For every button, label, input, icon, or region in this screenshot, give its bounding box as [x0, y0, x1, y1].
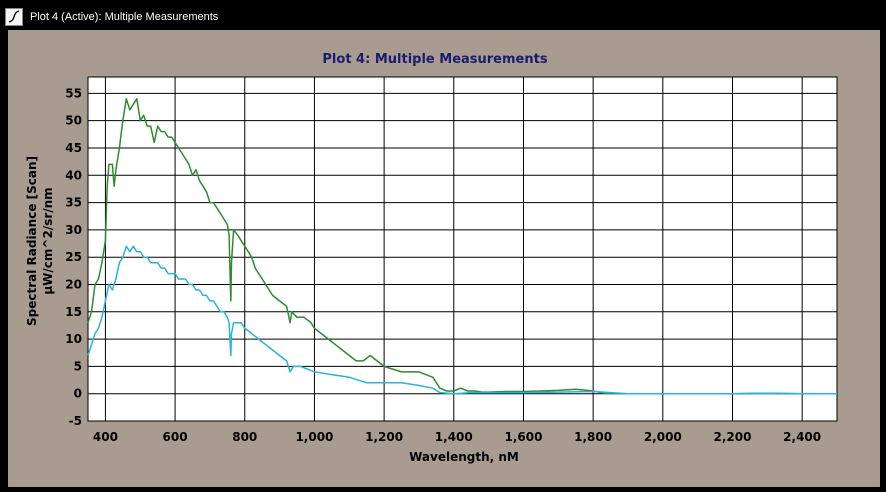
y-tick-label: -5	[69, 414, 82, 428]
x-tick-label: 1,000	[295, 430, 333, 444]
plot-area	[87, 76, 838, 422]
x-axis-label: Wavelength, nM	[409, 450, 519, 464]
y-tick-label: 45	[65, 141, 82, 155]
x-tick-label: 2,000	[644, 430, 682, 444]
plot-icon	[5, 8, 23, 26]
y-tick-label: 55	[65, 86, 82, 100]
x-tick-label: 1,200	[365, 430, 403, 444]
x-tick-label: 1,400	[435, 430, 473, 444]
y-axis-label: Spectral Radiance [Scan] µW/cm^2/sr/nm	[14, 96, 66, 386]
y-axis-label-line2: µW/cm^2/sr/nm	[41, 187, 55, 295]
series-line-2	[87, 245, 837, 395]
x-tick-label: 600	[163, 430, 188, 444]
y-tick-label: 15	[65, 305, 82, 319]
y-axis-ticks: -5 0 5 10 15 20 25 30 35 40 45 50 55	[65, 86, 82, 428]
y-tick-label: 0	[74, 387, 82, 401]
y-tick-label: 10	[65, 332, 82, 346]
x-tick-label: 1,800	[574, 430, 612, 444]
x-tick-label: 2,200	[714, 430, 752, 444]
grid-lines	[88, 77, 837, 422]
series-line-1	[87, 98, 837, 395]
window-title: Plot 4 (Active): Multiple Measurements	[30, 11, 219, 23]
x-tick-label: 2,400	[783, 430, 821, 444]
x-tick-label: 400	[93, 430, 118, 444]
y-tick-label: 35	[65, 196, 82, 210]
x-tick-label: 800	[232, 430, 257, 444]
window-titlebar[interactable]: Plot 4 (Active): Multiple Measurements	[0, 0, 886, 30]
y-tick-label: 50	[65, 114, 82, 128]
y-axis-label-line1: Spectral Radiance [Scan]	[25, 155, 39, 327]
y-tick-label: 40	[65, 168, 82, 182]
chart-title: Plot 4: Multiple Measurements	[322, 52, 548, 67]
series-layer	[87, 98, 837, 395]
y-tick-label: 5	[74, 359, 82, 373]
x-tick-label: 1,600	[504, 430, 542, 444]
y-tick-label: 30	[65, 223, 82, 237]
y-tick-label: 25	[65, 250, 82, 264]
y-tick-label: 20	[65, 277, 82, 291]
x-axis-ticks: 400 600 800 1,000 1,200 1,400 1,600 1,800 2,000 2…	[93, 430, 821, 444]
